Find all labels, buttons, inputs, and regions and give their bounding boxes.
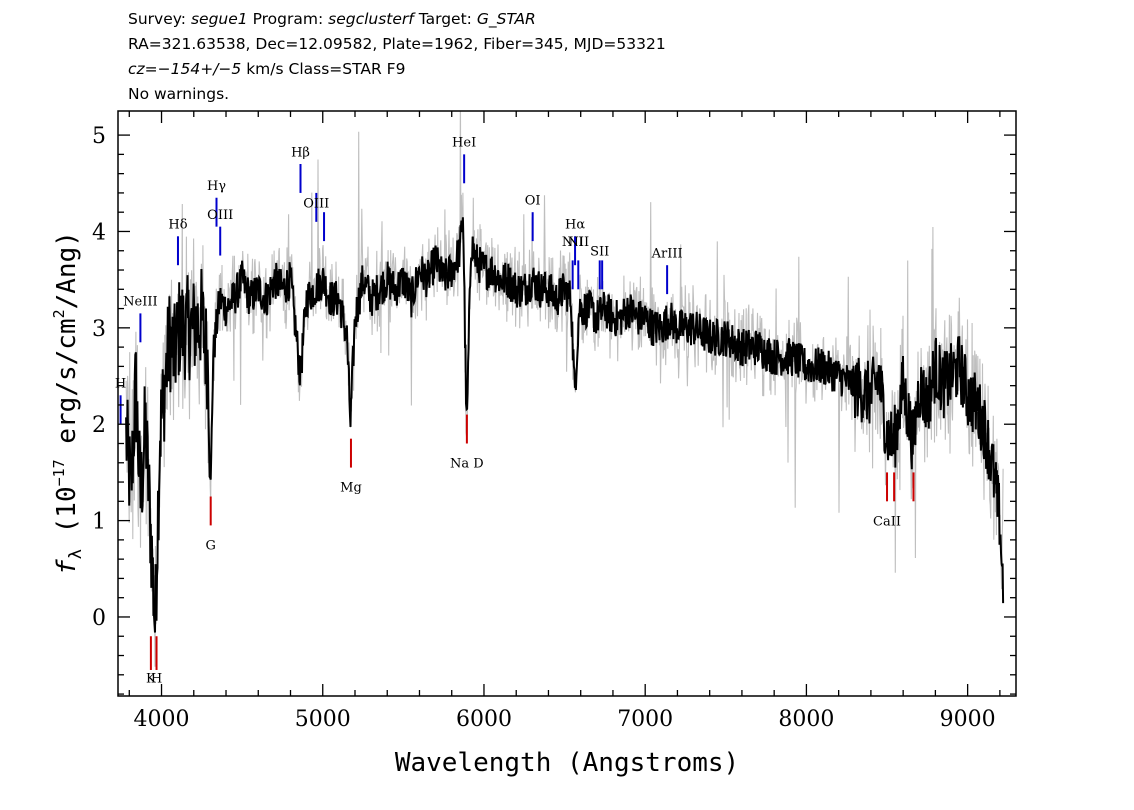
y-tick-label: 3 — [92, 317, 106, 342]
line-label: OIII — [207, 208, 233, 223]
line-label: ArIII — [651, 246, 683, 261]
x-tick-label: 7000 — [617, 707, 673, 732]
line-label: NeIII — [123, 295, 157, 310]
class-text: km/s Class=STAR F9 — [241, 60, 406, 78]
line-label: HeI — [452, 136, 476, 151]
plot-frame — [117, 110, 1017, 697]
survey-label: Survey: — [128, 10, 187, 28]
y-tick-label: 4 — [92, 220, 106, 245]
redshift-value: cz=−154+/−5 — [128, 60, 242, 78]
header-line-3: cz=−154+/−5 km/s Class=STAR F9 — [128, 60, 405, 78]
line-label: NII — [562, 235, 584, 250]
line-label: OIII — [303, 196, 329, 211]
line-label: H — [151, 672, 162, 687]
line-label: K — [146, 672, 156, 687]
line-label: CaII — [873, 514, 901, 529]
line-label: Mg — [340, 481, 362, 496]
header-line-1: Survey: segue1 Program: segclusterf Targ… — [128, 10, 536, 28]
x-tick-label: 5000 — [295, 707, 351, 732]
y-axis-title: fλ (10−17 erg/s/cm2/Ang) — [50, 231, 86, 575]
header-line-2: RA=321.63538, Dec=12.09582, Plate=1962, … — [128, 35, 666, 53]
x-axis-title: Wavelength (Angstroms) — [395, 748, 739, 778]
y-tick-label: 2 — [92, 413, 106, 438]
target-label: Target: — [418, 10, 472, 28]
survey-value: segue1 — [190, 10, 248, 28]
x-tick-label: 9000 — [940, 707, 996, 732]
header-line-4: No warnings. — [128, 85, 230, 103]
y-tick-label: 0 — [92, 606, 106, 631]
line-label: NII — [567, 235, 589, 250]
line-label: Hβ — [291, 145, 310, 160]
target-value: G_STAR — [476, 10, 536, 28]
x-tick-label: 4000 — [134, 707, 190, 732]
line-label: G — [206, 539, 216, 554]
line-label: Hγ — [207, 179, 226, 194]
line-label: Hα — [565, 218, 585, 233]
line-label: Hδ — [168, 218, 187, 233]
program-label: Program: — [252, 10, 324, 28]
y-tick-label: 5 — [92, 124, 106, 149]
axis-ticks: 4000 5000 6000 7000 8000 9000 0 1 2 3 4 5 — [92, 111, 1016, 732]
line-label: OI — [525, 193, 541, 208]
flux-series — [125, 217, 1005, 633]
line-label: H — [115, 377, 126, 392]
flux-series-line — [125, 217, 1005, 633]
line-label: SII — [590, 245, 609, 260]
x-tick-label: 6000 — [456, 707, 512, 732]
x-tick-label: 8000 — [778, 707, 834, 732]
line-label: Na D — [450, 457, 484, 472]
y-tick-label: 1 — [92, 510, 106, 535]
program-value: segclusterf — [328, 10, 414, 28]
